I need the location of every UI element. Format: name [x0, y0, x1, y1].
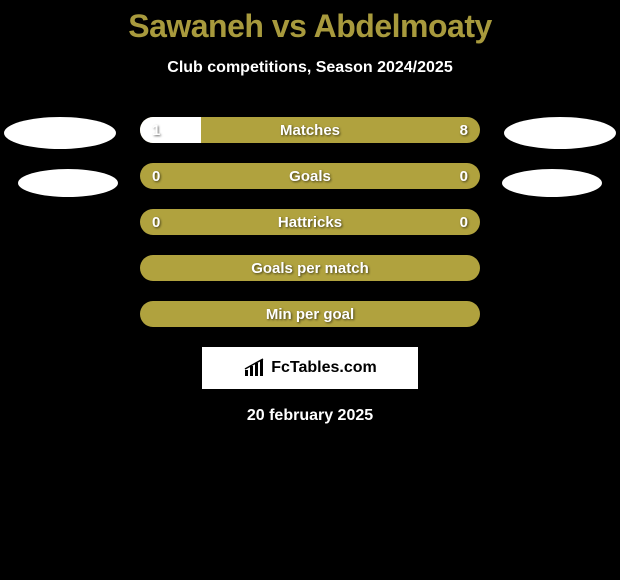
stat-row: Min per goal: [140, 301, 480, 327]
badge-text: FcTables.com: [271, 359, 377, 377]
stat-row: 18Matches: [140, 117, 480, 143]
team-right-placeholder: [502, 169, 602, 197]
stat-row: 00Goals: [140, 163, 480, 189]
player-left-placeholder: [4, 117, 116, 149]
stat-label: Matches: [140, 122, 480, 139]
page-title: Sawaneh vs Abdelmoaty: [0, 8, 620, 45]
stat-label: Goals per match: [140, 260, 480, 277]
chart-icon: [243, 358, 267, 378]
source-badge[interactable]: FcTables.com: [202, 347, 418, 389]
stat-row: 00Hattricks: [140, 209, 480, 235]
stats-card: Sawaneh vs Abdelmoaty Club competitions,…: [0, 0, 620, 425]
team-left-placeholder: [18, 169, 118, 197]
subtitle: Club competitions, Season 2024/2025: [0, 59, 620, 77]
player-right-placeholder: [504, 117, 616, 149]
stats-area: 18Matches 00Goals 00Hattricks Goals per mat…: [0, 117, 620, 425]
stat-bars: 18Matches 00Goals 00Hattricks Goals per mat…: [0, 117, 620, 327]
stat-label: Goals: [140, 168, 480, 185]
stat-label: Min per goal: [140, 306, 480, 323]
stat-label: Hattricks: [140, 214, 480, 231]
date-label: 20 february 2025: [0, 407, 620, 425]
stat-row: Goals per match: [140, 255, 480, 281]
